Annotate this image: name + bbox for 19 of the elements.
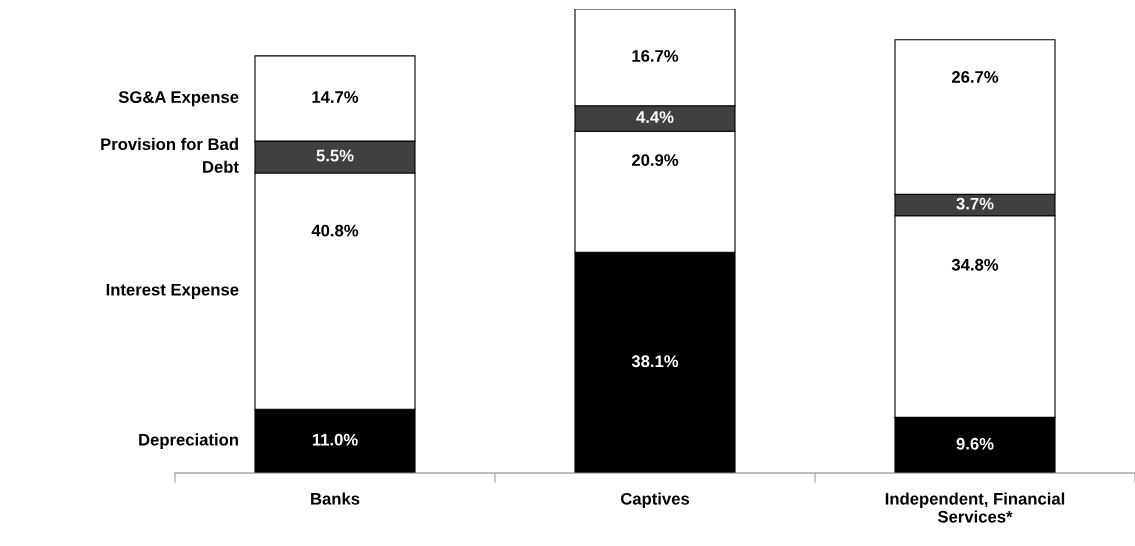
data-label: 26.7% — [951, 71, 999, 83]
data-label: 3.7% — [956, 197, 994, 210]
x-tick-label: Captives — [620, 492, 690, 508]
series-label: SG&A Expense — [118, 91, 239, 107]
series-label: Provision for Bad Debt — [101, 137, 239, 173]
x-tick-label: Independent, Financial Services* — [885, 492, 1065, 523]
data-label: 16.7% — [632, 50, 679, 62]
x-tick-label: Banks — [311, 492, 360, 505]
data-label: 14.7% — [312, 91, 359, 103]
series-label: Interest Expense — [106, 283, 239, 299]
data-label: 4.4% — [636, 111, 674, 123]
data-label: 40.8% — [311, 224, 359, 237]
data-label: 5.5% — [316, 149, 354, 162]
data-label: 38.1% — [631, 355, 679, 368]
data-label: 9.6% — [956, 437, 994, 450]
data-label: 11.0% — [312, 433, 358, 446]
data-label: 34.8% — [951, 258, 999, 271]
data-label: 20.9% — [631, 154, 679, 166]
series-label: Depreciation — [139, 433, 238, 449]
